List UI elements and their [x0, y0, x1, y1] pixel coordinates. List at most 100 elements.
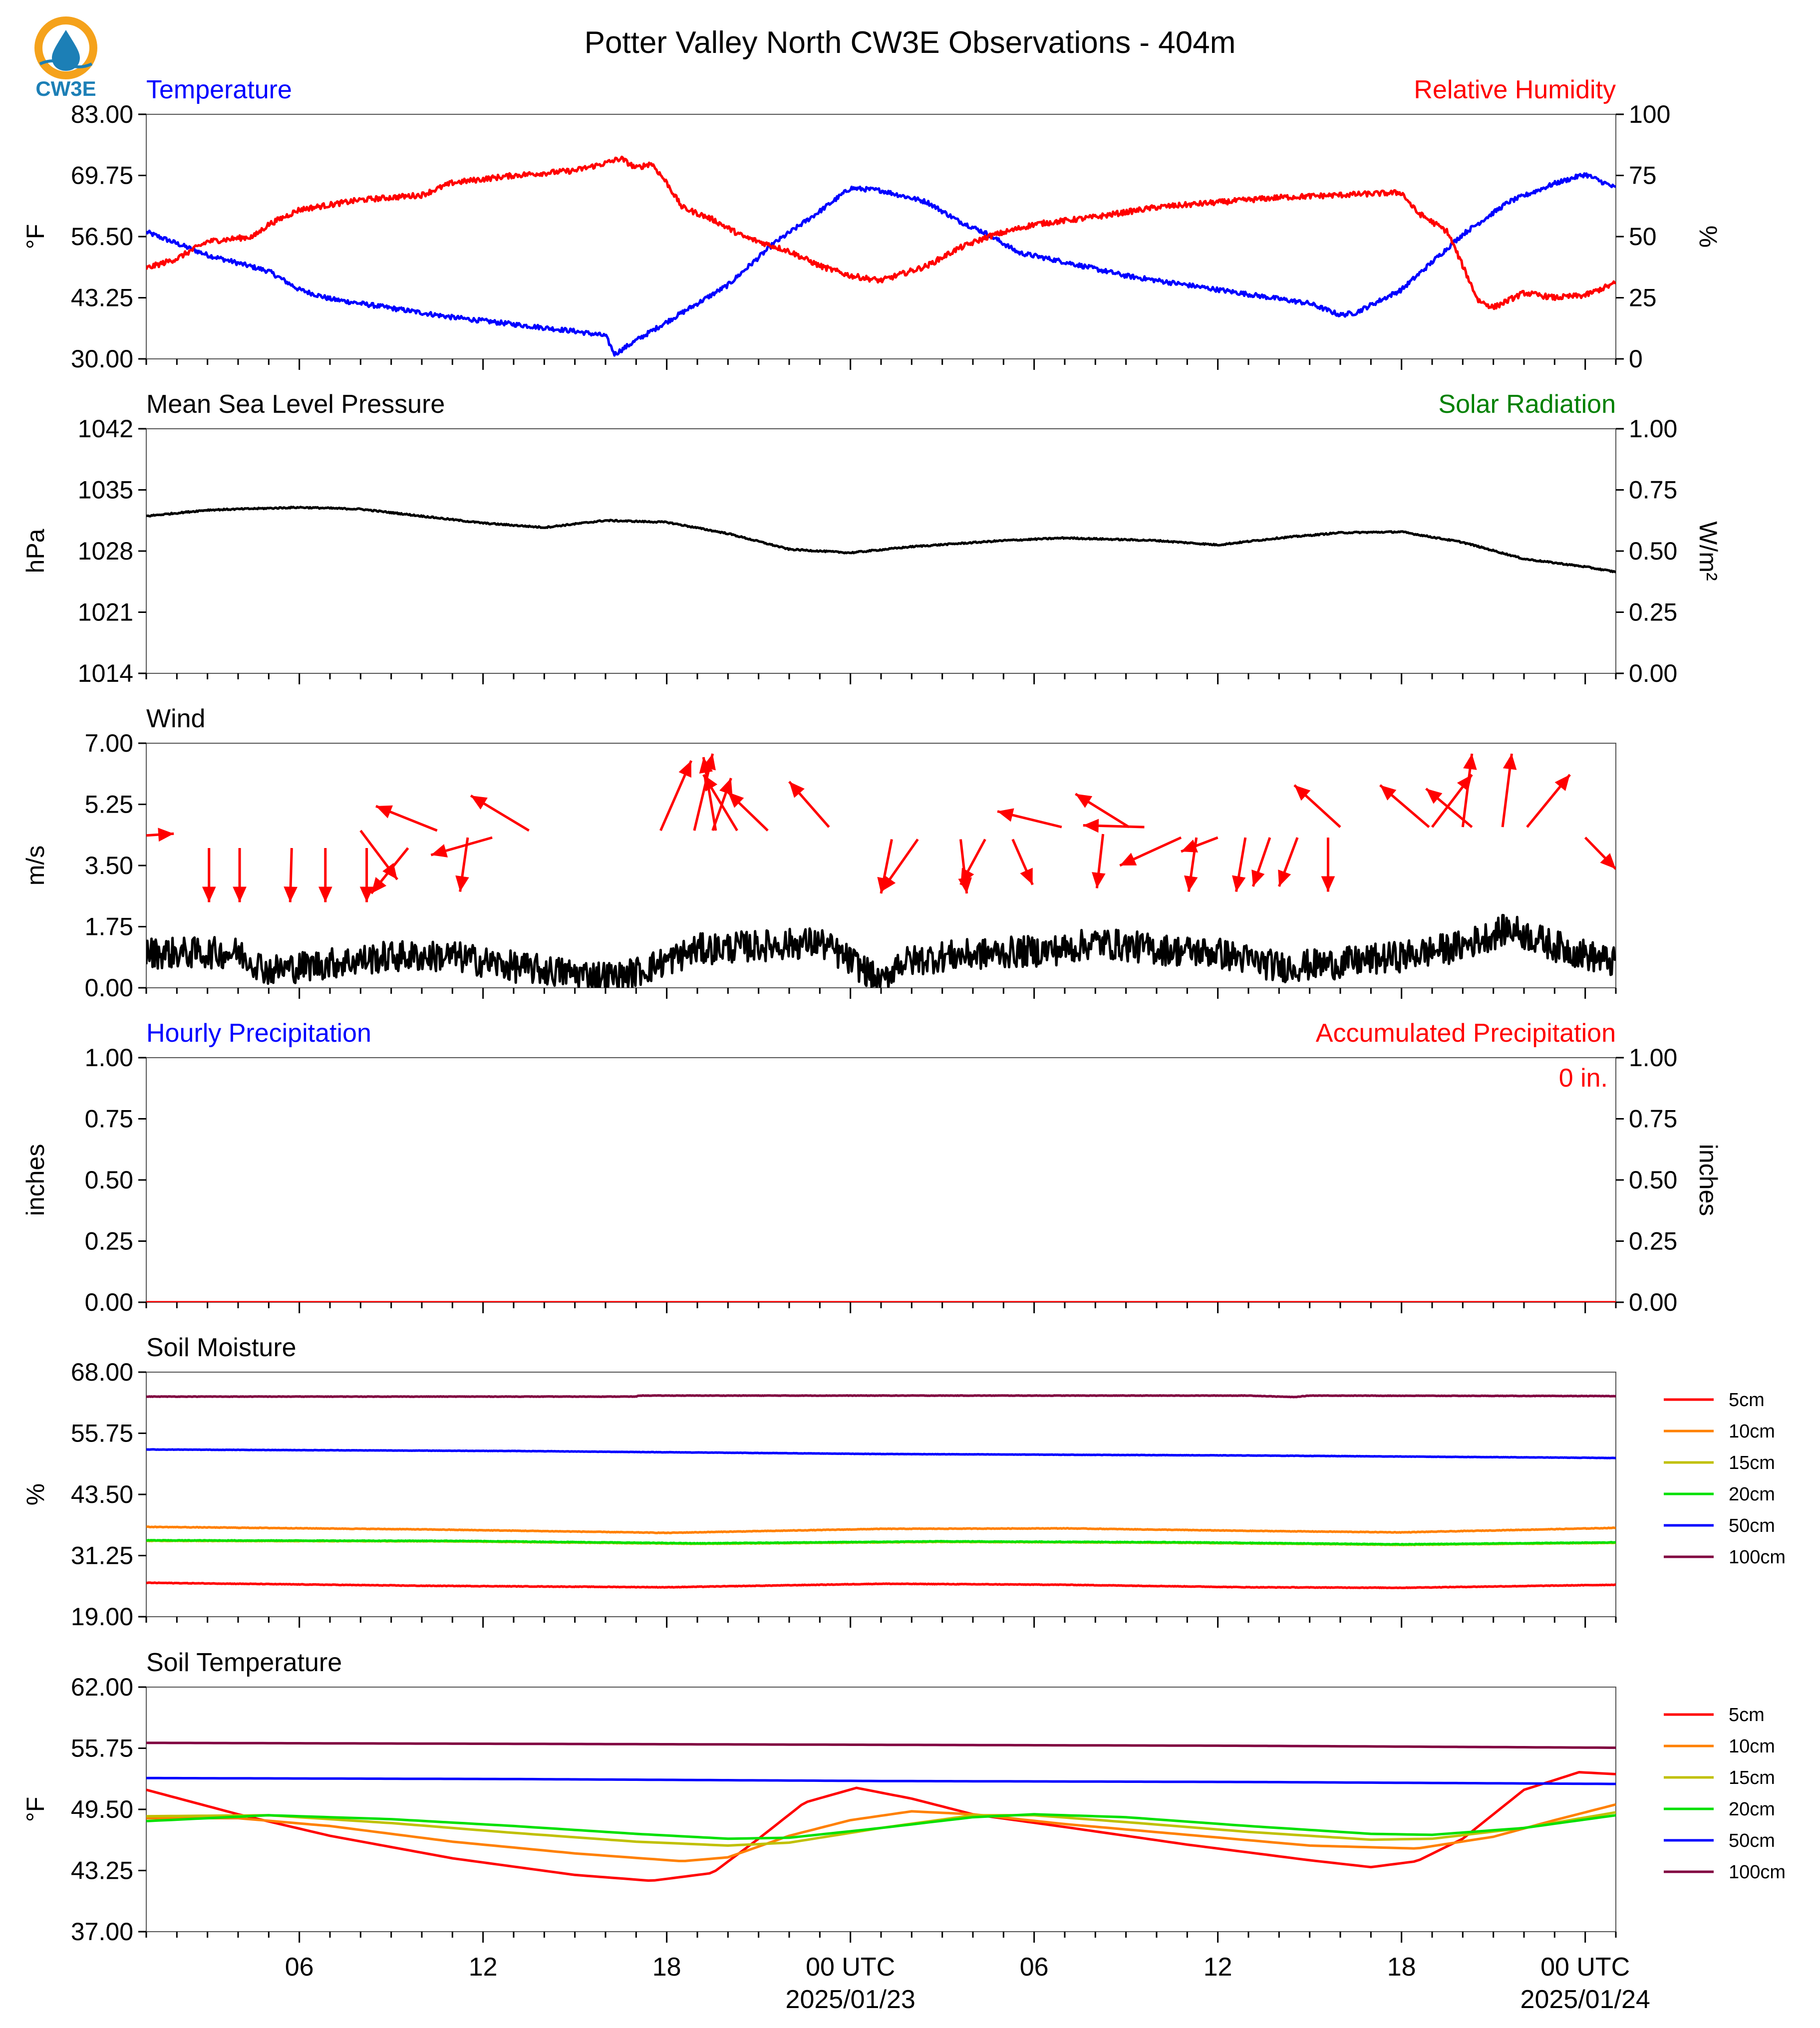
y-axis-label: °F	[21, 224, 49, 250]
legend-entry: 5cm	[1729, 1390, 1765, 1411]
wind-vector-head	[881, 875, 896, 892]
wind-vector	[1526, 774, 1571, 828]
panel-title: Wind	[146, 704, 205, 733]
wind-vector-head	[371, 877, 387, 893]
y-tick-label: 3.50	[85, 852, 133, 879]
wind-vector	[1321, 838, 1335, 892]
legend-entry: 10cm	[1729, 1421, 1775, 1442]
panel-precip: 0.00 0.25 0.50 0.75 1.00 0.00 0.25 0.50 0.75 1.00…	[21, 1019, 1722, 1316]
y-tick-label: 1.75	[85, 913, 133, 941]
accumulated-total: 0 in.	[1559, 1064, 1608, 1093]
wind-vector-head	[699, 757, 713, 774]
y-tick-label: 30.00	[71, 345, 133, 373]
legend-entry: 15cm	[1729, 1452, 1775, 1473]
wind-vector	[1075, 793, 1130, 829]
legend-entry: 100cm	[1729, 1547, 1786, 1568]
y-tick-label-right: 0.50	[1629, 1166, 1677, 1194]
legend-entry: 15cm	[1729, 1767, 1775, 1788]
y-tick-label: 55.75	[71, 1735, 133, 1762]
legend-entry: 20cm	[1729, 1799, 1775, 1820]
wind-vector-head	[455, 875, 469, 892]
y-tick-label: 37.00	[71, 1918, 133, 1946]
wind-vector-head	[960, 868, 974, 885]
y-axis-label-right: %	[1694, 226, 1722, 248]
wind-vector	[1119, 836, 1182, 867]
wind-vector-head	[233, 886, 247, 902]
x-date-label: 2025/01/24	[1520, 1985, 1650, 2014]
wind-vector	[959, 839, 986, 885]
y-tick-label-right: 100	[1629, 100, 1670, 128]
y-tick-label: 1035	[78, 476, 133, 504]
series-line-50cm	[146, 1776, 1616, 1785]
wind-vector-head	[1083, 819, 1099, 833]
panel-title: Mean Sea Level Pressure	[146, 390, 445, 419]
y-tick-label: 0.50	[85, 1166, 133, 1194]
y-tick-label: 43.25	[71, 284, 133, 312]
panel-title: Temperature	[146, 75, 292, 104]
y-tick-label: 1021	[78, 598, 133, 626]
wind-vector-head	[284, 886, 298, 902]
panels: 30.00 43.25 56.50 69.75 83.00 0 25 50 75 100 °F % Te…	[21, 75, 1786, 1946]
y-tick-label-right: 0.00	[1629, 1288, 1677, 1316]
series-line-ff0000	[146, 155, 1616, 310]
wind-vector	[1011, 839, 1034, 885]
wind-vector	[455, 837, 469, 892]
wind-vector-head	[359, 886, 374, 902]
x-tick-label: 18	[652, 1953, 681, 1982]
wind-vector	[359, 848, 374, 902]
wind-vector-head	[1251, 869, 1265, 886]
wind-vector-head	[678, 761, 691, 778]
wind-vector-head	[471, 796, 488, 810]
panel-title-right: Solar Radiation	[1438, 390, 1616, 419]
y-tick-label: 69.75	[71, 162, 133, 190]
cw3e-logo: CW3E	[34, 16, 97, 100]
series-line-0000ff	[146, 172, 1616, 357]
legend-entry: 5cm	[1729, 1705, 1765, 1726]
y-tick-label: 43.25	[71, 1857, 133, 1885]
legend-entry: 50cm	[1729, 1515, 1775, 1536]
y-tick-label-right: 1.00	[1629, 415, 1677, 443]
y-tick-label-right: 0.75	[1629, 1105, 1677, 1133]
y-tick-label-right: 0.25	[1629, 598, 1677, 626]
series-group	[146, 753, 1616, 988]
y-tick-label-right: 0.00	[1629, 659, 1677, 687]
panel-pressure: 1014 1021 1028 1035 1042 0.00 0.25 0.50 0.75 1.00…	[21, 390, 1722, 687]
wind-vector	[702, 774, 738, 832]
y-axis-label: %	[21, 1483, 49, 1505]
x-date-label: 2025/01/23	[786, 1985, 915, 2014]
logo-text: CW3E	[35, 77, 96, 100]
series-group	[146, 1741, 1616, 1882]
wind-vector	[470, 794, 530, 832]
y-axis-label-right: inches	[1694, 1144, 1722, 1216]
series-line-10cm	[146, 1803, 1616, 1862]
wind-vector	[1584, 837, 1616, 870]
wind-vector	[1293, 784, 1341, 828]
wind-vector	[202, 848, 216, 902]
y-tick-label: 0.00	[85, 974, 133, 1002]
series-line-100cm	[146, 1394, 1616, 1399]
wind-vector-head	[789, 782, 805, 798]
legend: 5cm 10cm 15cm 20cm 50cm 100cm	[1664, 1705, 1786, 1883]
wind-vector	[1083, 819, 1145, 833]
wind-vector-head	[1184, 875, 1198, 892]
y-tick-label: 55.75	[71, 1420, 133, 1448]
panel-title: Soil Moisture	[146, 1333, 297, 1362]
wind-vector	[1184, 837, 1198, 892]
wind-vector-head	[719, 778, 733, 795]
wind-vector	[284, 848, 298, 902]
wind-vector-head	[431, 844, 448, 858]
series-line-100cm	[146, 1741, 1616, 1749]
y-axis-label: m/s	[21, 846, 49, 886]
wind-vector	[659, 760, 693, 832]
wind-vector	[997, 808, 1062, 829]
wind-vector	[699, 757, 717, 831]
chart-title: Potter Valley North CW3E Observations - …	[585, 25, 1236, 60]
panel-title: Soil Temperature	[146, 1648, 342, 1677]
panel-title-right: Relative Humidity	[1414, 75, 1616, 104]
series-group	[146, 506, 1616, 574]
panel-temp_rh: 30.00 43.25 56.50 69.75 83.00 0 25 50 75 100 °F % Te…	[21, 75, 1722, 373]
series-line-000000	[146, 506, 1616, 574]
wind-vector-head	[318, 886, 332, 902]
panel-wind: 0.00 1.75 3.50 5.25 7.00 m/s Wind	[21, 704, 1617, 1002]
